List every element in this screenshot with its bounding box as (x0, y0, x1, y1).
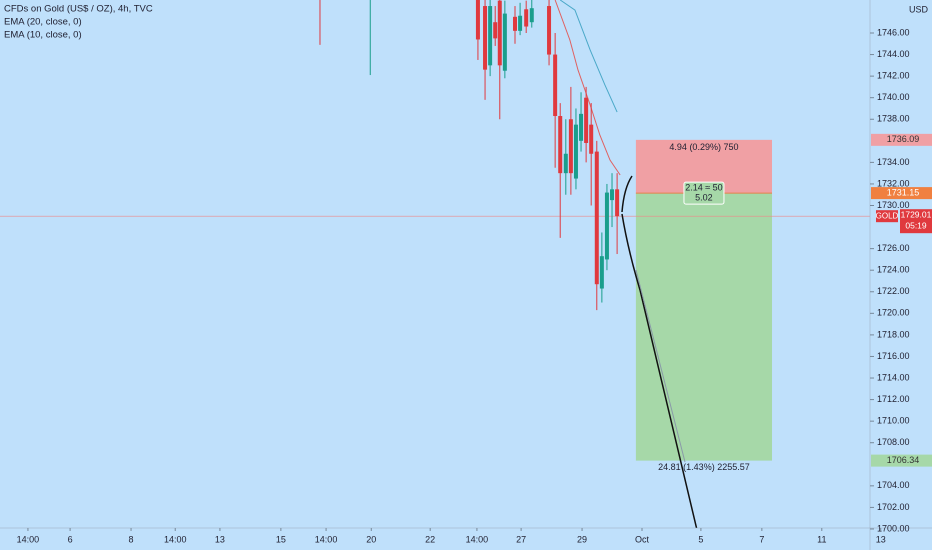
x-tick-label: 14:00 (315, 534, 338, 544)
x-tick-label: 15 (276, 534, 286, 544)
y-tick-label: 1700.00 (877, 523, 910, 533)
x-tick-label: 8 (129, 534, 134, 544)
candle-body (599, 256, 604, 289)
y-tick-label: 1718.00 (877, 329, 910, 339)
candle-body (513, 16, 518, 31)
plot-area: 4.94 (0.29%) 750 2.14 ≈ 505.02 24.81 (1.43… (0, 0, 870, 472)
ratio-box (683, 181, 725, 205)
ema-line (554, 0, 621, 176)
price-tag (871, 454, 932, 467)
ratio-label: 5.02 (695, 192, 713, 202)
y-tick-label: 1746.00 (877, 27, 910, 37)
x-tick-label: 14:00 (164, 534, 187, 544)
symbol-tag-label: GOLD (876, 211, 899, 220)
x-tick-label: 6 (68, 534, 73, 544)
candle-body (604, 192, 609, 260)
reward-label: 24.81 (1.43%) 2255.57 (658, 462, 750, 472)
x-tick-label: 29 (577, 534, 587, 544)
candle-body (553, 54, 558, 117)
candle-body (524, 9, 529, 27)
candle-body (615, 189, 620, 217)
projection-up (621, 175, 633, 213)
candle-body (573, 124, 578, 179)
y-tick-label: 1714.00 (877, 372, 910, 382)
y-tick-label: 1710.00 (877, 416, 910, 426)
x-tick-label: 20 (366, 534, 376, 544)
x-tick-label: 14:00 (466, 534, 489, 544)
x-tick-label: 7 (759, 534, 764, 544)
candle-body (497, 0, 502, 66)
symbol-title: CFDs on Gold (US$ / OZ), 4h, TVC (4, 4, 153, 15)
y-tick-label: 1726.00 (877, 243, 910, 253)
price-now-label: 1729.01 (901, 209, 932, 219)
indicator: EMA (10, close, 0) (4, 30, 82, 41)
candle-body (610, 189, 615, 201)
indicator: EMA (20, close, 0) (4, 17, 82, 28)
x-tick-label: 22 (425, 534, 435, 544)
price-now-tag (900, 209, 932, 234)
price-tag-label: 1706.34 (887, 455, 920, 465)
candle-body (563, 153, 568, 174)
ema-line (559, 0, 618, 113)
candle-body (475, 0, 480, 40)
y-tick-label: 1724.00 (877, 265, 910, 275)
y-tick-label: 1704.00 (877, 480, 910, 490)
risk-label: 4.94 (0.29%) 750 (669, 142, 738, 152)
symbol-tag (876, 210, 898, 223)
y-tick-label: 1734.00 (877, 157, 910, 167)
candle-body (518, 15, 523, 31)
price-tag (871, 187, 932, 200)
y-tick-label: 1740.00 (877, 92, 910, 102)
x-tick-label: 11 (817, 534, 826, 544)
candle-body (584, 97, 589, 143)
price-tag-label: 1736.09 (887, 134, 920, 144)
x-tick-label: 5 (698, 534, 703, 544)
projection-down (621, 213, 698, 528)
y-tick-label: 1720.00 (877, 308, 910, 318)
price-tag-label: 1731.15 (887, 187, 920, 197)
y-tick-label: 1744.00 (877, 49, 910, 59)
legend: CFDs on Gold (US$ / OZ), 4h, TVC EMA (20… (4, 4, 153, 41)
x-tick-label: Oct (635, 534, 650, 544)
candle-body (558, 116, 563, 174)
candle-body (529, 8, 534, 23)
candle-body (483, 6, 488, 70)
y-tick-label: 1742.00 (877, 70, 910, 80)
candle-body (568, 119, 573, 174)
x-tick-label: 13 (876, 534, 886, 544)
projection-faint (635, 269, 686, 463)
y-tick-label: 1738.00 (877, 114, 910, 124)
candle-body (589, 124, 594, 154)
candle-body (488, 6, 493, 66)
y-tick-label: 1722.00 (877, 286, 910, 296)
y-tick-label: 1730.00 (877, 200, 910, 210)
target-zone (635, 193, 773, 461)
candle-body (493, 22, 498, 39)
y-tick-label: 1702.00 (877, 502, 910, 512)
candle-body (594, 151, 599, 285)
price-tag (871, 133, 932, 146)
price-axis: 1746.00 1744.00 1742.00 1740.00 1738.00 1734.… (870, 27, 932, 533)
y-tick-label: 1716.00 (877, 351, 910, 361)
y-tick-label: 1732.00 (877, 178, 910, 188)
candle-body (579, 113, 584, 141)
candle-body (547, 6, 552, 55)
x-tick-label: 14:00 (17, 534, 40, 544)
x-tick-label: 13 (215, 534, 225, 544)
y-tick-label: 1708.00 (877, 437, 910, 447)
currency: USD (909, 4, 929, 14)
y-tick-label: 1712.00 (877, 394, 910, 404)
x-tick-label: 27 (516, 534, 526, 544)
countdown-label: 05:19 (905, 220, 927, 230)
ratio-label: 2.14 ≈ 50 (685, 182, 722, 192)
candle-body (502, 13, 507, 71)
